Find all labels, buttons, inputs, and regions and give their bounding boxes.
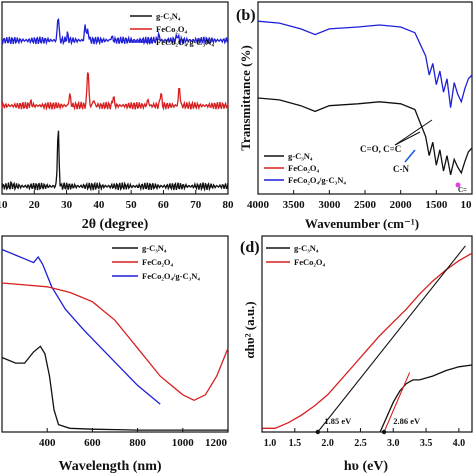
ftir-xtick-label-2: 3000 (318, 199, 341, 211)
tauc-xtick-label-5: 3.5 (420, 438, 433, 449)
tauc-xtick-label-2: 2.0 (321, 438, 334, 449)
xrd-xtick-label-7: 80 (223, 199, 235, 211)
tauc-legend-label-0: g-C₃N₄ (294, 243, 319, 253)
panel-c-frame (1, 235, 229, 433)
xrd-series-2 (1, 130, 229, 192)
uv-legend-label-0: g-C₃N₄ (142, 243, 167, 253)
tauc-annot-1: 1.85 eV (324, 416, 352, 426)
ftir-annot-co: C=O, C=C (360, 144, 401, 154)
tauc-intercept-0 (315, 429, 320, 435)
uv-xtick-label-1: 600 (84, 437, 101, 449)
uv-series-2 (1, 345, 228, 431)
tauc-xtick-label-3: 2.5 (354, 438, 367, 449)
uv-legend-label-1: FeCo₂O₄ (142, 257, 174, 267)
tauc-xtick-label-6: 4.0 (453, 438, 466, 449)
tauc-ylabel: αhυ² (a.u.) (242, 301, 257, 358)
xrd-xtick-label-0: 10 (0, 199, 8, 211)
ftir-marker (455, 182, 461, 188)
xrd-xtick-label-5: 60 (158, 199, 170, 211)
tauc-xlabel: hυ (eV) (344, 459, 389, 474)
xrd-legend-label-0: g-C₃N₄ (156, 11, 181, 21)
ftir-legend-label-2: FeCo₂O₄/g-C₃N₄ (288, 175, 346, 185)
uv-xtick-label-4: 1200 (205, 437, 228, 449)
xrd-xtick-label-6: 70 (190, 199, 202, 211)
ftir-arrow-3 (404, 149, 416, 163)
tauc-tangent-1 (383, 372, 411, 433)
ftir-xtick-label-3: 2500 (354, 199, 377, 211)
uv-series-0 (1, 248, 161, 405)
panel-b-label: (b) (236, 7, 256, 24)
tauc-xtick-label-0: 1.0 (264, 438, 277, 449)
tauc-xtick-label-4: 3.0 (387, 438, 400, 449)
xrd-xtick-label-1: 20 (29, 199, 41, 211)
uv-legend-label-2: FeCo₂O₄/g-C₃N₄ (142, 271, 200, 281)
tauc-series-1 (379, 364, 473, 433)
tauc-intercept-1 (381, 429, 387, 435)
panel-d: (d) 1.85 eV 2.86 eV 1.0 1.5 2.0 2.5 3.0 3.5 4.0 h… (240, 235, 473, 474)
xrd-legend-label-1: FeCo₂O₄ (156, 24, 188, 34)
tauc-tangent-0 (317, 245, 466, 433)
ftir-xtick-label-5: 1500 (425, 199, 448, 211)
ftir-xtick-label-1: 3500 (283, 199, 306, 211)
uv-xtick-label-3: 1000 (172, 437, 195, 449)
tauc-series-0 (262, 252, 473, 429)
xrd-xlabel: 2θ (degree) (82, 217, 149, 232)
tauc-xtick-label-1: 1.5 (289, 438, 302, 449)
ftir-arrow-2 (394, 119, 433, 146)
xrd-xtick-label-4: 50 (126, 199, 138, 211)
ftir-ylabel: Transmittance (%) (238, 45, 253, 151)
uv-xtick-label-2: 800 (129, 437, 146, 449)
uv-xlabel: Wavelength (nm) (58, 459, 161, 474)
ftir-legend-label-0: g-C₃N₄ (288, 151, 313, 161)
ftir-annot-c: C= (458, 186, 467, 194)
tauc-legend-label-1: FeCo₂O₄ (294, 257, 326, 267)
ftir-arrow-1 (394, 131, 421, 146)
tauc-annot-2: 2.86 eV (393, 416, 421, 426)
ftir-xtick-label-4: 2000 (390, 199, 413, 211)
panel-d-frame (261, 235, 473, 433)
xrd-series-1 (1, 72, 229, 111)
ftir-annot-cn: C-N (393, 164, 409, 174)
ftir-series-1 (257, 97, 473, 175)
panel-b: (b) 4000 3500 3000 2500 2000 1500 10 Wavenumber… (236, 1, 473, 231)
xrd-xtick-label-2: 30 (61, 199, 73, 211)
xrd-series-0 (1, 17, 229, 46)
uv-xtick-label-0: 400 (39, 437, 56, 449)
panel-d-label: (d) (240, 239, 260, 256)
ftir-xtick-label-0: 4000 (247, 199, 270, 211)
panel-a: 10 20 30 40 50 60 70 80 2θ (degree) g-C₃N₄ FeCo₂O₄… (0, 1, 235, 232)
ftir-xtick-label-6: 10 (461, 199, 473, 211)
xrd-xtick-label-3: 40 (93, 199, 105, 211)
panel-c: 400 600 800 1000 1200 Wavelength (nm) g-C₃N₄ Fe… (1, 235, 229, 474)
xrd-legend-label-2: FeCo₂O₄/g-C₃N₄ (156, 37, 214, 47)
panel-a-frame (1, 1, 229, 195)
uv-series-1 (1, 282, 229, 402)
ftir-xlabel: Wavenumber (cm⁻¹) (305, 216, 419, 231)
ftir-series-0 (257, 20, 473, 108)
ftir-legend-label-1: FeCo₂O₄ (288, 163, 320, 173)
